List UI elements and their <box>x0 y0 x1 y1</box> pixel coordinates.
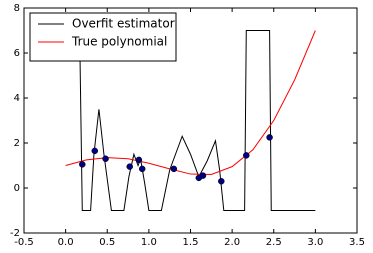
x-tick-label: 3.5 <box>349 237 365 248</box>
data-point <box>126 163 133 170</box>
x-tick-label: 0.0 <box>58 237 74 248</box>
data-point <box>266 134 273 141</box>
legend-label: Overfit estimator <box>72 17 175 31</box>
data-point <box>170 165 178 173</box>
legend-label: True polynomial <box>71 35 167 49</box>
legend-box <box>29 12 177 62</box>
plot-area <box>65 30 316 211</box>
data-point <box>138 165 146 173</box>
data-line <box>79 30 316 211</box>
y-tick-label: 8 <box>14 3 20 14</box>
data-point <box>218 178 225 185</box>
x-tick-label: -0.5 <box>14 237 34 248</box>
x-tick-label: 2.0 <box>224 237 240 248</box>
data-point <box>91 147 99 155</box>
data-point <box>102 155 109 162</box>
x-tick-label: 1.5 <box>183 237 199 248</box>
data-point <box>243 152 250 159</box>
data-point <box>79 161 86 168</box>
y-tick-label: 0 <box>14 183 20 194</box>
data-point <box>199 172 207 179</box>
y-tick-label: -2 <box>10 228 20 239</box>
x-tick-label: 0.5 <box>99 237 115 248</box>
data-point <box>135 156 143 164</box>
x-tick-label: 2.5 <box>266 237 282 248</box>
y-tick-label: 4 <box>14 93 20 104</box>
y-tick-label: 2 <box>14 138 20 149</box>
x-tick-label: 1.0 <box>141 237 157 248</box>
x-tick-label: 3.0 <box>307 237 323 248</box>
y-tick-label: 6 <box>14 48 20 59</box>
